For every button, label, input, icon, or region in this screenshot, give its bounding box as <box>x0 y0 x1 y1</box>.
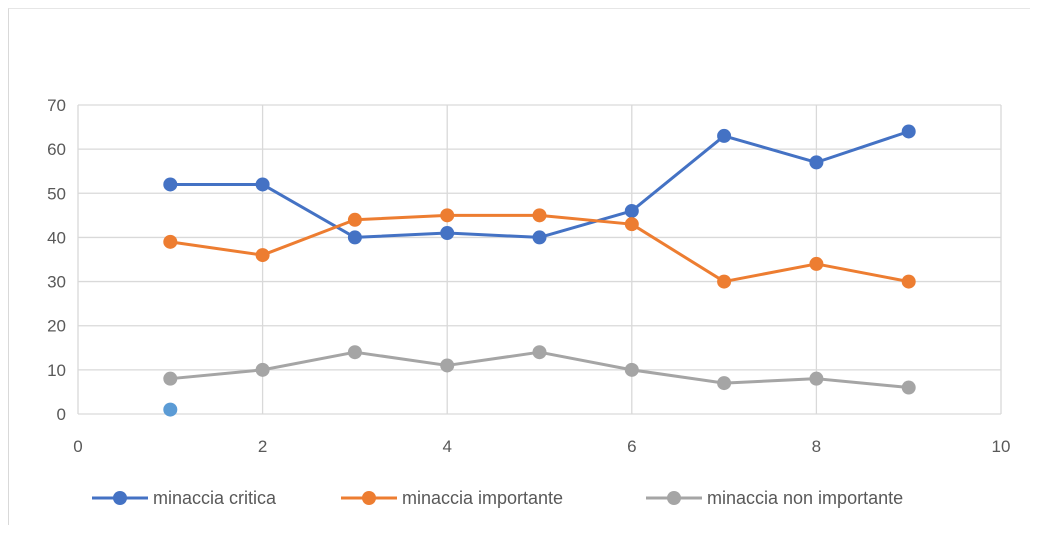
data-point <box>624 203 639 218</box>
y-tick-label: 10 <box>47 361 66 380</box>
x-tick-label: 8 <box>812 437 821 456</box>
legend-label: minaccia non importante <box>707 488 903 508</box>
data-point <box>901 274 916 289</box>
extra-data-point <box>163 402 178 417</box>
gridlines <box>77 104 1002 415</box>
x-tick-label: 6 <box>627 437 636 456</box>
x-axis-tick-labels: 0 2 4 6 8 10 <box>73 437 1010 456</box>
y-tick-label: 0 <box>57 405 66 424</box>
legend-item: minaccia critica <box>92 488 277 508</box>
chart-frame <box>8 8 1030 525</box>
data-point <box>440 208 455 223</box>
legend: minaccia critica minaccia importante minac… <box>92 488 903 508</box>
data-point <box>901 380 916 395</box>
x-tick-label: 10 <box>992 437 1011 456</box>
data-point <box>255 362 270 377</box>
legend-marker <box>667 491 681 505</box>
data-point <box>809 256 824 271</box>
data-point <box>347 345 362 360</box>
data-point <box>163 177 178 192</box>
legend-marker <box>362 491 376 505</box>
y-tick-label: 20 <box>47 317 66 336</box>
series-group <box>163 124 916 417</box>
data-point <box>440 358 455 373</box>
x-tick-label: 2 <box>258 437 267 456</box>
data-point <box>624 362 639 377</box>
series-line <box>168 213 911 284</box>
data-point <box>809 371 824 386</box>
data-point <box>347 212 362 227</box>
data-point <box>163 371 178 386</box>
y-axis-tick-labels: 0 10 20 30 40 50 60 70 <box>47 96 66 424</box>
data-point <box>440 226 455 241</box>
data-point <box>717 128 732 143</box>
legend-item: minaccia importante <box>341 488 563 508</box>
series-minaccia-importante <box>163 208 916 289</box>
data-point <box>624 217 639 232</box>
data-point <box>532 208 547 223</box>
x-tick-label: 4 <box>442 437 451 456</box>
x-tick-label: 0 <box>73 437 82 456</box>
data-point <box>163 234 178 249</box>
data-point <box>717 376 732 391</box>
data-point <box>255 248 270 263</box>
legend-label: minaccia importante <box>402 488 563 508</box>
y-tick-label: 50 <box>47 184 66 203</box>
data-point <box>255 177 270 192</box>
data-point <box>717 274 732 289</box>
data-point <box>809 155 824 170</box>
series-minaccia-critica <box>163 124 916 245</box>
y-tick-label: 40 <box>47 228 66 247</box>
data-point <box>347 230 362 245</box>
y-tick-label: 30 <box>47 273 66 292</box>
data-point <box>532 230 547 245</box>
data-point <box>901 124 916 139</box>
y-tick-label: 70 <box>47 96 66 115</box>
series-minaccia-non-importante <box>163 345 916 395</box>
legend-label: minaccia critica <box>153 488 277 508</box>
legend-item: minaccia non importante <box>646 488 903 508</box>
data-point <box>532 345 547 360</box>
y-tick-label: 60 <box>47 140 66 159</box>
legend-marker <box>113 491 127 505</box>
